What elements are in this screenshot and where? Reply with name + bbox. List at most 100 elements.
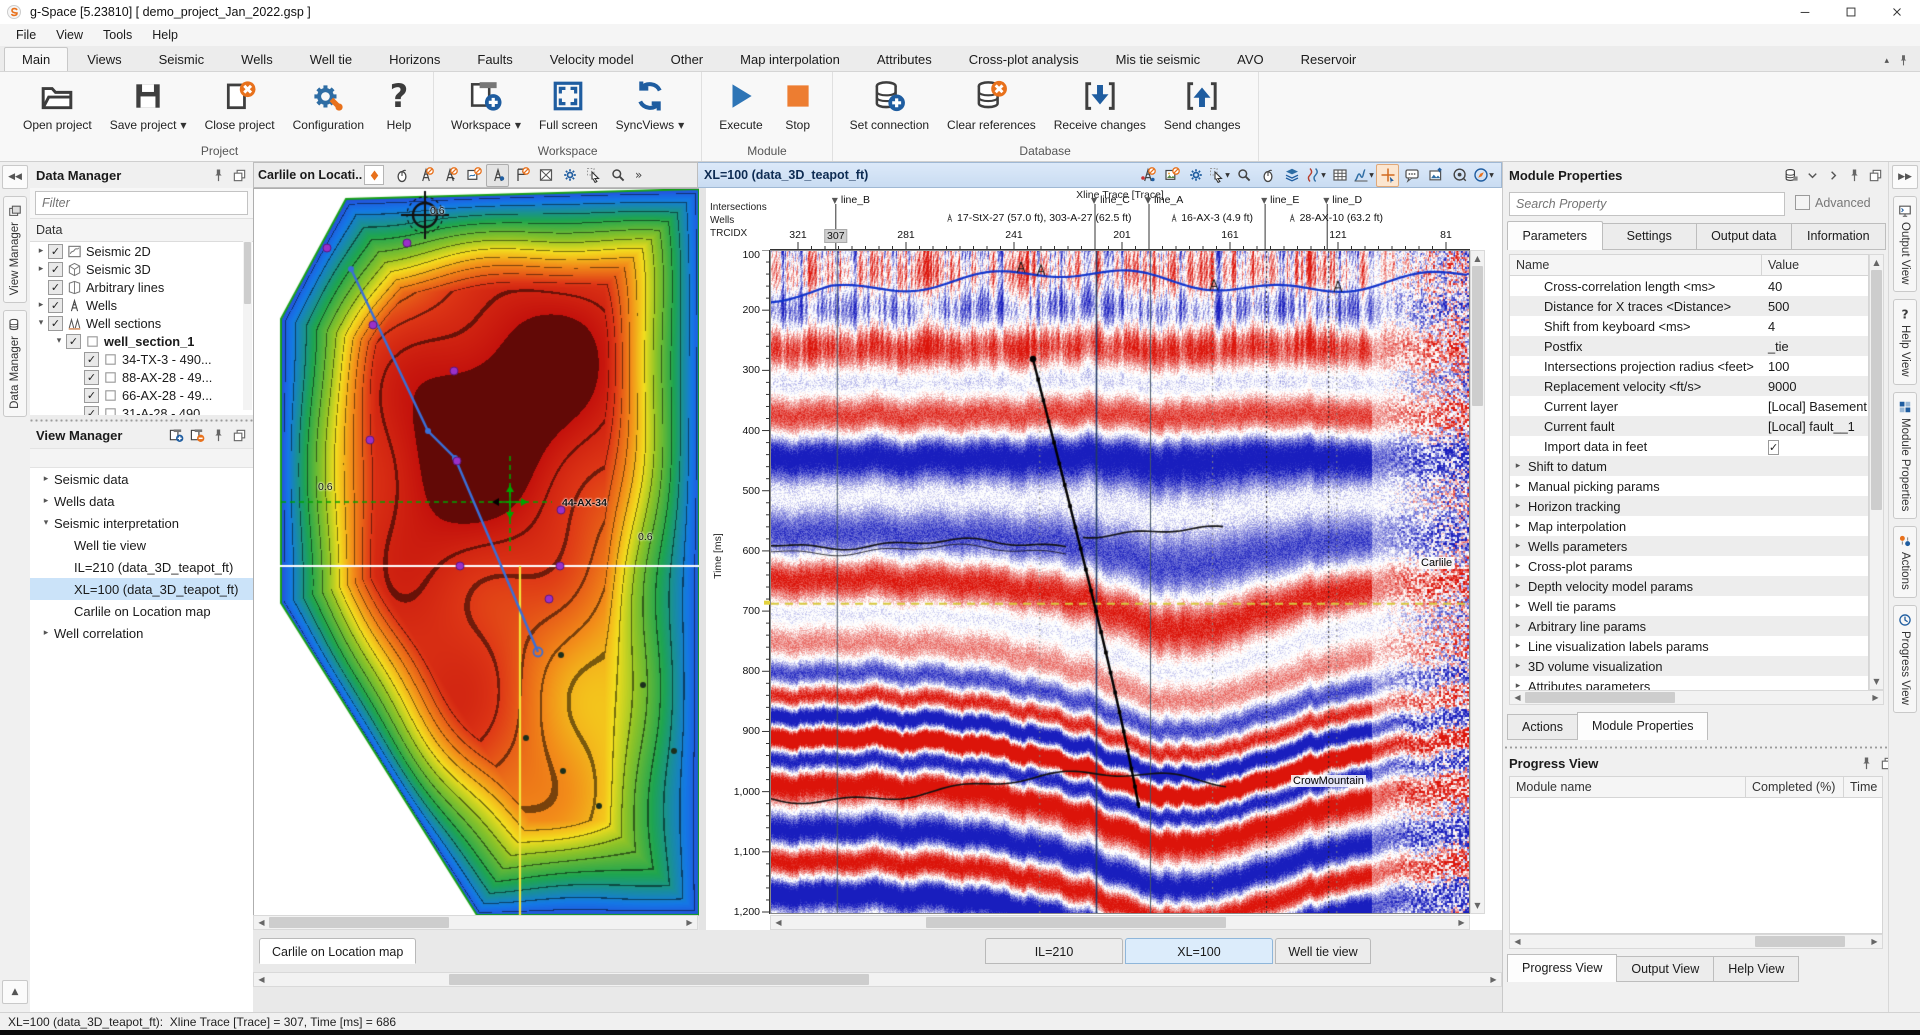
progress-horizontal-scrollbar[interactable]: ◀▶ (1509, 934, 1883, 949)
layer-color-chip[interactable] (364, 165, 384, 185)
workspace-tab-well-tie-view[interactable]: Well tie view (1275, 938, 1371, 964)
minimize-button[interactable] (1782, 0, 1828, 24)
tree-item-88-ax-28-49-[interactable]: ✓88-AX-28 - 49... (30, 368, 253, 386)
name-column-header[interactable]: Name (1510, 255, 1762, 275)
bottom-tab-progress-view[interactable]: Progress View (1507, 954, 1617, 982)
gear-button[interactable] (558, 164, 581, 187)
ribbon-tab-seismic[interactable]: Seismic (141, 47, 223, 71)
param-row-cross-plot-params[interactable]: ▸Cross-plot params (1510, 556, 1868, 576)
histogram-button[interactable]: ▼ (1352, 164, 1375, 187)
pointer-button[interactable]: ▼ (1208, 164, 1231, 187)
open-project-button[interactable]: Open project (14, 74, 101, 142)
param-row-wells-parameters[interactable]: ▸Wells parameters (1510, 536, 1868, 556)
tree-item-66-ax-28-49-[interactable]: ✓66-AX-28 - 49... (30, 386, 253, 404)
collapse-ribbon-icon[interactable]: ▴ (1884, 56, 1889, 66)
checkbox[interactable]: ✓ (48, 280, 63, 295)
ribbon-tab-horizons[interactable]: Horizons (371, 47, 458, 71)
right-panel-splitter[interactable] (1503, 742, 1889, 749)
view-item-carlile-on-location-map[interactable]: Carlile on Location map (30, 600, 253, 622)
pin-icon[interactable] (211, 428, 226, 443)
image-off-button[interactable] (1160, 164, 1183, 187)
checkbox[interactable]: ✓ (48, 262, 63, 277)
checkbox[interactable]: ✓ (48, 316, 63, 331)
flag-off-button[interactable] (510, 164, 533, 187)
receive-changes-button[interactable]: Receive changes (1045, 74, 1155, 142)
panel-splitter[interactable] (30, 415, 253, 422)
side-tab-module-properties[interactable]: Module Properties (1893, 392, 1917, 519)
tree-item-seismic-3d[interactable]: ▸✓Seismic 3D (30, 260, 253, 278)
expander-icon[interactable]: ▸ (1510, 621, 1526, 631)
ribbon-tab-attributes[interactable]: Attributes (859, 47, 950, 71)
save-project-button[interactable]: Save project▼ (101, 74, 196, 142)
stop-button[interactable]: Stop (772, 74, 824, 142)
comment-button[interactable] (1400, 164, 1423, 187)
expand-bottom-button[interactable]: ▲ (2, 980, 28, 1004)
seismic-horizontal-scrollbar[interactable]: ◀▶ (770, 915, 1470, 930)
data-tree-scrollbar[interactable] (243, 240, 252, 410)
completed-column[interactable]: Completed (%) (1746, 777, 1844, 797)
param-row-distance-for-x-traces-distance-[interactable]: Distance for X traces <Distance>500 (1510, 296, 1868, 316)
param-row-shift-from-keyboard-ms-[interactable]: Shift from keyboard <ms>4 (1510, 316, 1868, 336)
expander-icon[interactable]: ▸ (1510, 541, 1526, 551)
ribbon-tab-other[interactable]: Other (653, 47, 722, 71)
map-pane[interactable]: 0.6 0.6 0.6 44-AX-34 (253, 188, 700, 916)
ribbon-tab-wells[interactable]: Wells (223, 47, 291, 71)
ribbon-tab-well-tie[interactable]: Well tie (292, 47, 370, 71)
expander-icon[interactable]: ▾ (52, 336, 66, 346)
expander-icon[interactable]: ▸ (34, 300, 48, 310)
zoom-button[interactable] (606, 164, 629, 187)
collapse-panel-button[interactable]: ◀◀ (2, 165, 28, 189)
mouse-button[interactable] (1256, 164, 1279, 187)
pin-icon[interactable] (1859, 756, 1874, 771)
view-item-well-tie-view[interactable]: Well tie view (30, 534, 253, 556)
pane-splitter[interactable] (699, 188, 706, 930)
expander-icon[interactable]: ▸ (1510, 601, 1526, 611)
pointer-button[interactable] (582, 164, 605, 187)
param-row-shift-to-datum[interactable]: ▸Shift to datum (1510, 456, 1868, 476)
float-icon[interactable] (232, 168, 247, 183)
ribbon-tab-cross-plot-analysis[interactable]: Cross-plot analysis (951, 47, 1097, 71)
close-button[interactable] (1874, 0, 1920, 24)
configuration-button[interactable]: Configuration (284, 74, 373, 142)
expander-icon[interactable]: ▸ (1510, 561, 1526, 571)
properties-tab-output-data[interactable]: Output data (1696, 223, 1792, 250)
param-row-well-tie-params[interactable]: ▸Well tie params (1510, 596, 1868, 616)
expander-icon[interactable]: ▸ (1510, 481, 1526, 491)
param-row-replacement-velocity-ft-s-[interactable]: Replacement velocity <ft/s>9000 (1510, 376, 1868, 396)
well-off-button[interactable] (414, 164, 437, 187)
ribbon-tab-faults[interactable]: Faults (459, 47, 530, 71)
side-tab-output-view[interactable]: Output View (1893, 196, 1917, 292)
property-search-input[interactable] (1509, 192, 1785, 216)
float-icon[interactable] (1868, 168, 1883, 183)
checkbox[interactable]: ✓ (48, 244, 63, 259)
tree-item-well-section-1[interactable]: ▾✓well_section_1 (30, 332, 253, 350)
view-item-il-210-data-3d-teapot-ft-[interactable]: IL=210 (data_3D_teapot_ft) (30, 556, 253, 578)
side-tab-data-manager[interactable]: Data Manager (3, 310, 27, 417)
param-row-manual-picking-params[interactable]: ▸Manual picking params (1510, 476, 1868, 496)
ribbon-tab-reservoir[interactable]: Reservoir (1283, 47, 1375, 71)
parameters-vertical-scrollbar[interactable]: ▲▼ (1869, 254, 1884, 690)
param-row-line-visualization-labels-params[interactable]: ▸Line visualization labels params (1510, 636, 1868, 656)
overflow-chevron-icon[interactable]: » (631, 168, 646, 182)
tree-item-well-sections[interactable]: ▾✓Well sections (30, 314, 253, 332)
workspace-tab-carlile-on-location-map[interactable]: Carlile on Location map (259, 938, 416, 964)
expander-icon[interactable]: ▸ (38, 496, 54, 506)
maximize-button[interactable] (1828, 0, 1874, 24)
param-row-depth-velocity-model-params[interactable]: ▸Depth velocity model params (1510, 576, 1868, 596)
expander-icon[interactable]: ▸ (1510, 641, 1526, 651)
checkbox[interactable]: ✓ (84, 352, 99, 367)
compass-button[interactable]: ▼ (1472, 164, 1495, 187)
checkbox[interactable]: ✓ (84, 388, 99, 403)
pin-icon[interactable] (1897, 54, 1910, 67)
add-view-icon[interactable] (169, 428, 184, 443)
set-connection-button[interactable]: Set connection (841, 74, 938, 142)
properties-tab-information[interactable]: Information (1791, 223, 1887, 250)
value-column-header[interactable]: Value (1762, 255, 1868, 275)
tree-item-wells[interactable]: ▸✓Wells (30, 296, 253, 314)
workspace-button[interactable]: Workspace▼ (442, 74, 530, 142)
ribbon-tab-main[interactable]: Main (4, 47, 68, 71)
view-item-xl-100-data-3d-teapot-ft-[interactable]: XL=100 (data_3D_teapot_ft) (30, 578, 253, 600)
param-row-current-layer[interactable]: Current layer[Local] Basement (1510, 396, 1868, 416)
execute-button[interactable]: Execute (710, 74, 771, 142)
pin-icon[interactable] (1847, 168, 1862, 183)
